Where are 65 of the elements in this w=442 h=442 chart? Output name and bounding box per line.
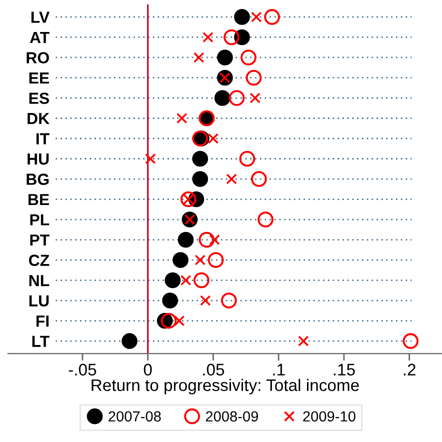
point [194,272,210,288]
point [240,50,256,66]
y-tick-label: FI [36,316,49,327]
point [176,112,188,124]
point [162,292,178,308]
point [226,174,237,184]
point [200,295,211,306]
point [208,133,219,144]
point [250,12,262,22]
y-tick-label: DK [28,113,50,124]
x-axis-title: Return to progressivity: Total income [92,378,359,394]
point [217,50,233,66]
y-tick-label: ES [29,92,49,104]
x-tick-label: .05 [203,364,224,376]
y-tick-label: LU [29,295,49,306]
point [192,171,208,187]
point [178,232,194,248]
point [246,70,262,86]
x-tick-label: .1 [273,364,285,376]
point [198,232,215,248]
point [251,171,267,187]
x-tick-label: -.05 [68,364,96,376]
point [193,52,204,63]
point [202,32,214,43]
point [224,29,240,46]
legend-label: 2007-08 [108,411,161,422]
y-tick-label: PL [30,214,50,226]
y-tick-label: EE [29,72,49,84]
point [194,254,206,266]
legend-label: 2009-10 [303,411,356,422]
y-tick-label: CZ [28,254,50,266]
y-tick-label: RO [26,52,49,64]
point [258,212,274,228]
y-tick-label: BG [26,174,49,185]
point [402,333,419,349]
point [122,333,138,349]
legend-label: 2008-09 [206,411,258,422]
y-tick-label: LT [32,336,50,347]
point [192,150,208,167]
x-tick-label: 0 [144,364,152,376]
point [174,315,185,326]
point [214,90,230,106]
point [220,292,237,308]
y-tick-label: HU [28,154,49,165]
point [172,252,188,268]
x-tick-label: .2 [404,364,416,376]
x-tick-label: .15 [334,364,355,376]
y-tick-label: PT [30,234,50,246]
point [208,252,224,268]
point [180,274,192,286]
point [234,9,250,25]
point [160,312,177,329]
y-tick-label: BE [28,194,49,206]
point [228,90,245,106]
point [164,272,181,288]
point [298,336,309,346]
point [239,150,256,167]
point [145,153,156,164]
point [250,92,260,104]
y-tick-label: IT [36,133,50,144]
y-tick-label: AT [30,32,50,44]
y-tick-label: LV [31,12,50,23]
point [264,9,280,25]
point [209,234,220,246]
y-tick-label: NL [29,275,50,286]
